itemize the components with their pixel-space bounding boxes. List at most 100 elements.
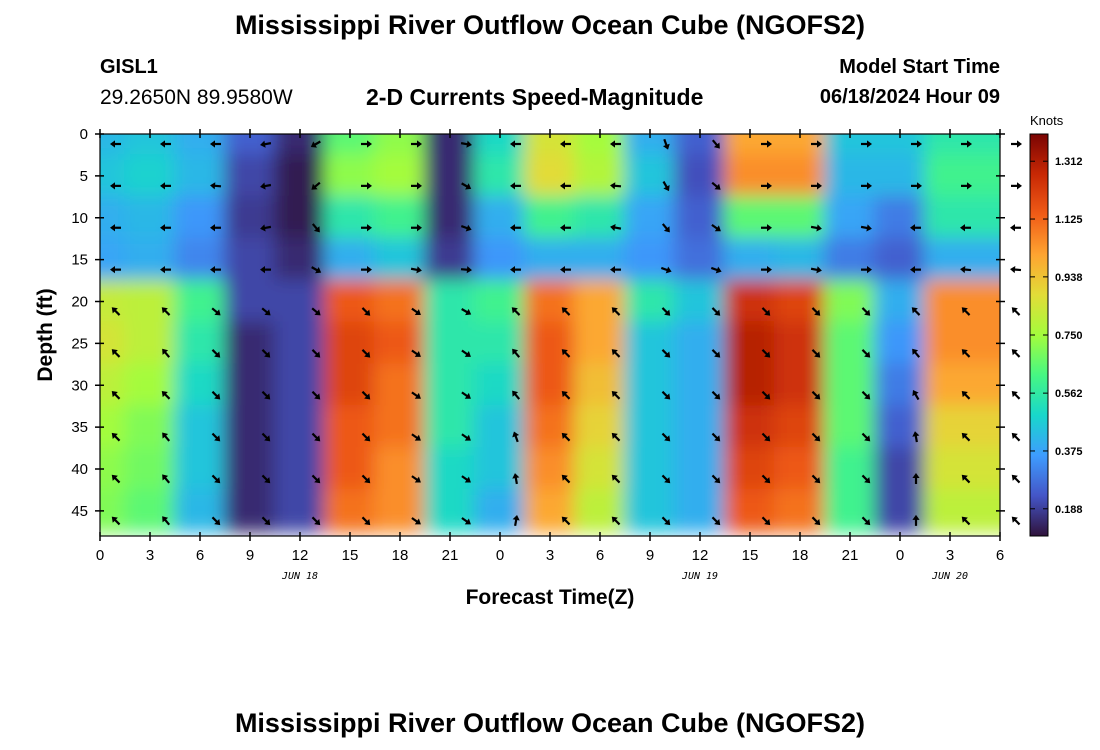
heatmap-cell bbox=[524, 321, 576, 366]
heatmap-cell bbox=[424, 153, 476, 198]
heatmap-cell bbox=[374, 405, 426, 450]
current-arrow bbox=[260, 266, 271, 274]
current-arrow bbox=[162, 516, 171, 526]
heatmap-cell bbox=[174, 279, 226, 324]
current-arrow bbox=[361, 140, 372, 148]
current-arrow bbox=[661, 307, 671, 316]
heatmap-cell bbox=[774, 134, 826, 156]
current-arrow bbox=[510, 182, 521, 190]
current-arrow bbox=[561, 349, 571, 358]
current-arrow bbox=[261, 349, 271, 358]
current-arrow bbox=[411, 433, 421, 441]
heatmap-cell bbox=[424, 363, 476, 408]
heatmap-cell bbox=[324, 237, 376, 282]
heatmap-cell bbox=[674, 321, 726, 366]
heatmap-cell bbox=[824, 488, 876, 533]
current-arrow bbox=[861, 349, 871, 358]
current-arrow bbox=[361, 182, 372, 190]
current-arrow bbox=[710, 266, 722, 274]
current-arrow bbox=[111, 391, 121, 400]
heatmap-cell bbox=[674, 279, 726, 324]
current-arrow bbox=[411, 140, 422, 148]
colorbar-tick-label: 1.312 bbox=[1055, 156, 1083, 168]
current-arrow bbox=[161, 307, 171, 316]
heatmap-cell bbox=[874, 447, 926, 491]
current-arrow bbox=[311, 474, 321, 484]
current-arrow bbox=[511, 307, 521, 316]
date-label: JUN 20 bbox=[931, 571, 968, 582]
heatmap-cell bbox=[424, 237, 476, 282]
heatmap-cell bbox=[774, 363, 826, 408]
heatmap-cell bbox=[224, 195, 276, 240]
current-arrow bbox=[611, 349, 621, 358]
colorbar: Knots 1.312 1.125 0.938 0.750 0.562 0.375 0.18… bbox=[1029, 113, 1083, 537]
heatmap-cell bbox=[224, 279, 276, 324]
heatmap-cell bbox=[824, 195, 876, 240]
current-arrow bbox=[1010, 224, 1021, 232]
heatmap-cell bbox=[374, 195, 426, 240]
heatmap-cell bbox=[100, 279, 126, 324]
current-arrow bbox=[211, 307, 221, 316]
y-tick-label: 15 bbox=[71, 252, 88, 269]
current-arrow bbox=[610, 182, 622, 190]
current-arrow bbox=[311, 181, 321, 190]
current-arrow bbox=[111, 516, 121, 526]
heatmap-cell bbox=[174, 405, 226, 450]
heatmap-cell bbox=[874, 195, 926, 240]
heatmap-cell bbox=[824, 237, 876, 282]
heatmap-cell bbox=[974, 405, 1000, 450]
current-arrow bbox=[361, 266, 372, 274]
heatmap-cell bbox=[474, 153, 526, 198]
heatmap-cell bbox=[100, 405, 126, 450]
current-arrow bbox=[510, 266, 521, 274]
current-arrow bbox=[211, 432, 221, 442]
station-id: GISL1 bbox=[100, 56, 158, 78]
current-arrow bbox=[160, 266, 171, 274]
current-arrow bbox=[911, 307, 921, 316]
heatmap-cell bbox=[100, 195, 126, 240]
current-arrow bbox=[1011, 474, 1021, 484]
heatmap-cell bbox=[374, 134, 426, 156]
current-arrow bbox=[960, 224, 971, 232]
current-arrow bbox=[461, 182, 472, 190]
current-arrow bbox=[1011, 391, 1021, 400]
current-arrow bbox=[611, 391, 621, 400]
current-arrow bbox=[660, 266, 672, 274]
x-tick-label: 6 bbox=[196, 547, 204, 564]
current-arrow bbox=[411, 224, 422, 232]
current-arrow bbox=[162, 474, 171, 484]
heatmap-cell bbox=[324, 321, 376, 366]
heatmap-cell bbox=[524, 134, 576, 156]
heatmap-cell bbox=[624, 447, 676, 491]
y-tick-label: 30 bbox=[71, 377, 88, 394]
heatmap-cell bbox=[624, 405, 676, 450]
heatmap-cell bbox=[274, 279, 326, 324]
y-tick-label: 10 bbox=[71, 210, 88, 227]
current-vectors bbox=[110, 138, 1022, 526]
current-arrow bbox=[411, 349, 421, 357]
footer-title: Mississippi River Outflow Ocean Cube (NG… bbox=[234, 708, 866, 738]
heatmap-cell bbox=[174, 321, 226, 366]
heatmap-cell bbox=[824, 321, 876, 366]
heatmap-cell bbox=[324, 447, 376, 491]
current-arrow bbox=[861, 390, 871, 400]
heatmap-cell bbox=[374, 279, 426, 324]
heatmap-cell bbox=[174, 447, 226, 491]
heatmap-cell bbox=[124, 321, 176, 366]
heatmap-cell bbox=[124, 279, 176, 324]
current-arrow bbox=[961, 140, 972, 148]
current-arrow bbox=[961, 474, 971, 484]
heatmap-cell bbox=[124, 405, 176, 450]
current-arrow bbox=[811, 182, 822, 190]
heatmap-cell bbox=[574, 405, 626, 450]
heatmap-cell bbox=[974, 321, 1000, 366]
current-arrow bbox=[512, 348, 521, 358]
heatmap-cell bbox=[574, 447, 626, 491]
current-arrow bbox=[211, 349, 221, 358]
current-arrow bbox=[311, 516, 321, 526]
heatmap-cell bbox=[374, 488, 426, 533]
current-arrow bbox=[410, 266, 422, 274]
current-arrow bbox=[162, 432, 171, 442]
current-arrow bbox=[661, 516, 671, 526]
